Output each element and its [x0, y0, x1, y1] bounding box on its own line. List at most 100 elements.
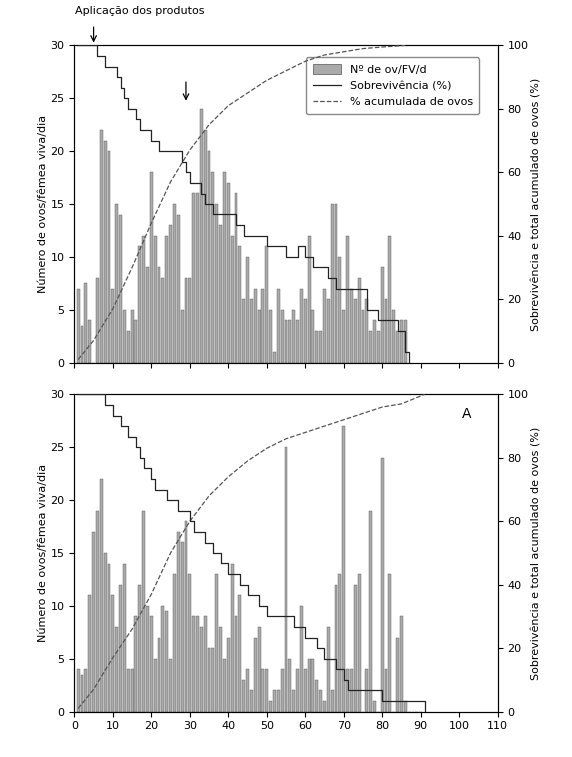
Bar — [381, 458, 384, 712]
Bar — [396, 331, 399, 363]
Bar — [400, 320, 403, 363]
Bar — [161, 606, 164, 712]
Bar — [246, 257, 249, 363]
Bar — [292, 690, 295, 712]
Bar — [208, 648, 210, 712]
Bar — [281, 310, 284, 363]
Text: A: A — [462, 407, 471, 421]
Bar — [150, 173, 153, 363]
Bar — [215, 204, 218, 363]
Bar — [173, 574, 176, 712]
Bar — [196, 616, 199, 712]
Bar — [100, 479, 103, 712]
Bar — [400, 616, 403, 712]
Bar — [312, 310, 315, 363]
Bar — [304, 299, 307, 363]
Bar — [115, 627, 118, 712]
Bar — [404, 320, 407, 363]
Bar — [223, 173, 226, 363]
Bar — [350, 669, 353, 712]
Bar — [123, 310, 126, 363]
Bar — [304, 669, 307, 712]
Bar — [185, 278, 188, 363]
Bar — [142, 511, 145, 712]
Bar — [96, 511, 99, 712]
Bar — [157, 637, 161, 712]
Bar — [181, 543, 184, 712]
Bar — [188, 278, 191, 363]
Bar — [177, 214, 180, 363]
Bar — [154, 235, 157, 363]
Bar — [308, 659, 311, 712]
Bar — [392, 310, 395, 363]
Bar — [315, 331, 318, 363]
Y-axis label: Sobrevivência e total acumulado de ovos (%): Sobrevivência e total acumulado de ovos … — [531, 426, 541, 680]
Text: Aplicação dos produtos: Aplicação dos produtos — [75, 6, 205, 16]
Bar — [108, 151, 110, 363]
Bar — [188, 574, 191, 712]
Bar — [257, 310, 260, 363]
Bar — [269, 310, 272, 363]
Bar — [177, 532, 180, 712]
Bar — [185, 522, 188, 712]
Bar — [288, 320, 291, 363]
Bar — [404, 701, 407, 712]
Bar — [88, 320, 91, 363]
Bar — [192, 194, 195, 363]
Bar — [358, 278, 360, 363]
Bar — [239, 595, 241, 712]
Bar — [265, 669, 268, 712]
Bar — [127, 669, 130, 712]
Bar — [296, 669, 299, 712]
Bar — [384, 299, 387, 363]
Bar — [277, 288, 280, 363]
Bar — [373, 320, 376, 363]
Y-axis label: Número de ovos/fêmea viva/dia: Número de ovos/fêmea viva/dia — [38, 464, 47, 642]
Bar — [219, 225, 222, 363]
Bar — [354, 584, 357, 712]
Bar — [342, 426, 345, 712]
Bar — [204, 130, 206, 363]
Bar — [165, 235, 168, 363]
Bar — [339, 257, 341, 363]
Bar — [254, 637, 257, 712]
Bar — [358, 574, 360, 712]
Bar — [319, 331, 322, 363]
Bar — [315, 680, 318, 712]
Bar — [377, 331, 380, 363]
Bar — [261, 669, 264, 712]
Bar — [81, 326, 84, 363]
Bar — [257, 627, 260, 712]
Bar — [308, 235, 311, 363]
Bar — [227, 637, 230, 712]
Bar — [146, 267, 149, 363]
Bar — [350, 288, 353, 363]
Bar — [250, 690, 253, 712]
Bar — [366, 669, 368, 712]
Bar — [335, 584, 337, 712]
Bar — [212, 648, 214, 712]
Bar — [127, 331, 130, 363]
Bar — [366, 299, 368, 363]
Bar — [96, 278, 99, 363]
Bar — [246, 669, 249, 712]
Bar — [138, 246, 141, 363]
Bar — [123, 563, 126, 712]
Bar — [134, 616, 137, 712]
Bar — [77, 288, 80, 363]
Bar — [250, 299, 253, 363]
Bar — [196, 194, 199, 363]
Bar — [231, 563, 233, 712]
Bar — [142, 235, 145, 363]
Bar — [212, 173, 214, 363]
Bar — [138, 584, 141, 712]
Bar — [381, 267, 384, 363]
Bar — [277, 690, 280, 712]
Bar — [81, 674, 84, 712]
Bar — [265, 246, 268, 363]
Bar — [254, 288, 257, 363]
Bar — [119, 214, 122, 363]
Bar — [373, 701, 376, 712]
Bar — [231, 235, 233, 363]
Bar — [288, 659, 291, 712]
